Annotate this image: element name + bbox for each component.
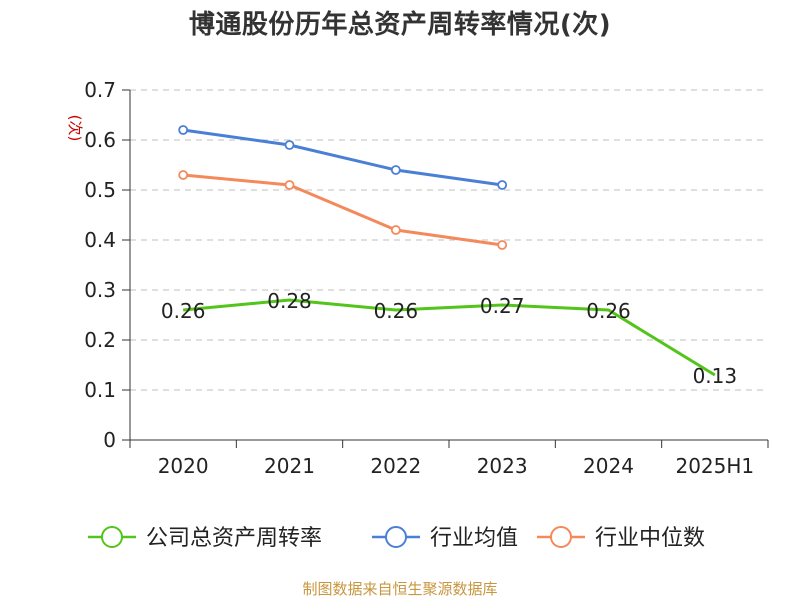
legend-label: 公司总资产周转率 — [146, 526, 322, 551]
y-tick-label: 0.3 — [84, 278, 116, 302]
series-lines — [178, 125, 716, 377]
axes: 0 0.1 0.2 0.3 0.4 0.5 0.6 0.7 2020 2021 2022 2023 20… — [84, 78, 769, 478]
y-tick-label: 0.7 — [84, 78, 116, 102]
y-tick-label: 0.4 — [84, 228, 116, 252]
series-line — [183, 298, 716, 377]
data-labels: 0.26 0.28 0.26 0.27 0.26 0.13 — [161, 289, 737, 388]
data-point — [284, 180, 295, 190]
y-axis-label: (次) — [66, 115, 84, 142]
legend-marker — [550, 526, 572, 548]
data-label: 0.13 — [693, 364, 738, 388]
legend-label: 行业中位数 — [595, 526, 705, 551]
data-label: 0.28 — [267, 289, 312, 313]
data-label: 0.26 — [161, 299, 206, 323]
y-tick-label: 0.2 — [84, 328, 116, 352]
legend-label: 行业均值 — [430, 526, 518, 551]
x-tick-label: 2025H1 — [675, 454, 754, 478]
legend: 公司总资产周转率 行业均值 行业中位数 — [88, 526, 705, 551]
x-tick-label: 2020 — [158, 454, 209, 478]
x-tick-label: 2023 — [477, 454, 528, 478]
x-tick-label: 2022 — [370, 454, 421, 478]
legend-marker — [385, 526, 407, 548]
y-tick-label: 0.1 — [84, 378, 116, 402]
data-source-note: 制图数据来自恒生聚源数据库 — [302, 580, 498, 598]
data-point — [284, 140, 295, 150]
data-point — [390, 225, 401, 235]
series-line — [182, 128, 503, 187]
grid-lines — [130, 89, 768, 391]
data-label: 0.26 — [374, 299, 419, 323]
data-point — [497, 240, 508, 250]
chart-title: 博通股份历年总资产周转率情况(次) — [188, 10, 612, 40]
legend-marker — [101, 526, 123, 548]
y-tick-label: 0.6 — [84, 128, 116, 152]
series-line — [183, 173, 503, 247]
data-point — [497, 180, 508, 190]
y-tick-label: 0 — [103, 428, 116, 452]
data-point — [178, 170, 189, 180]
x-tick-label: 2021 — [264, 454, 315, 478]
x-tick-label: 2024 — [583, 454, 634, 478]
data-point — [178, 125, 189, 135]
data-label: 0.27 — [480, 294, 525, 318]
data-label: 0.26 — [586, 299, 631, 323]
y-tick-label: 0.5 — [84, 178, 116, 202]
data-point — [390, 165, 401, 175]
